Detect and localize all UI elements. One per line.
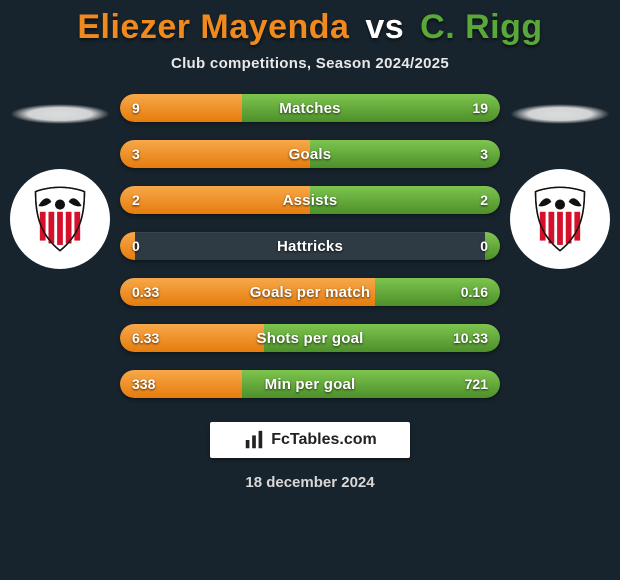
footer-brand-text: FcTables.com xyxy=(271,431,377,449)
footer-brand: FcTables.com xyxy=(210,422,410,458)
club-crest-icon xyxy=(24,183,96,255)
comparison-arena: 919Matches 33Goals 22Assists 00Hattricks 0.3… xyxy=(0,94,620,398)
bar-label: Goals xyxy=(120,140,500,168)
stat-bar: 6.3310.33Shots per goal xyxy=(120,324,500,352)
bar-label: Goals per match xyxy=(120,278,500,306)
club-badge-right xyxy=(510,169,610,269)
stat-bar: 0.330.16Goals per match xyxy=(120,278,500,306)
stat-bar: 33Goals xyxy=(120,140,500,168)
player2-name: C. Rigg xyxy=(420,8,542,46)
club-crest-icon xyxy=(524,183,596,255)
stat-bar: 00Hattricks xyxy=(120,232,500,260)
bar-label: Hattricks xyxy=(120,232,500,260)
bar-label: Assists xyxy=(120,186,500,214)
bar-chart-icon xyxy=(243,429,265,451)
shadow-ellipse-left xyxy=(10,104,110,124)
stat-bars: 919Matches 33Goals 22Assists 00Hattricks 0.3… xyxy=(120,94,500,398)
page-title: Eliezer Mayenda vs C. Rigg xyxy=(0,0,620,47)
shadow-ellipse-right xyxy=(510,104,610,124)
subtitle: Club competitions, Season 2024/2025 xyxy=(0,55,620,72)
bar-label: Matches xyxy=(120,94,500,122)
stat-bar: 22Assists xyxy=(120,186,500,214)
stat-bar: 919Matches xyxy=(120,94,500,122)
stat-bar: 338721Min per goal xyxy=(120,370,500,398)
player1-name: Eliezer Mayenda xyxy=(77,8,349,46)
bar-label: Shots per goal xyxy=(120,324,500,352)
club-badge-left xyxy=(10,169,110,269)
bar-label: Min per goal xyxy=(120,370,500,398)
date-text: 18 december 2024 xyxy=(0,474,620,491)
vs-text: vs xyxy=(365,8,404,46)
